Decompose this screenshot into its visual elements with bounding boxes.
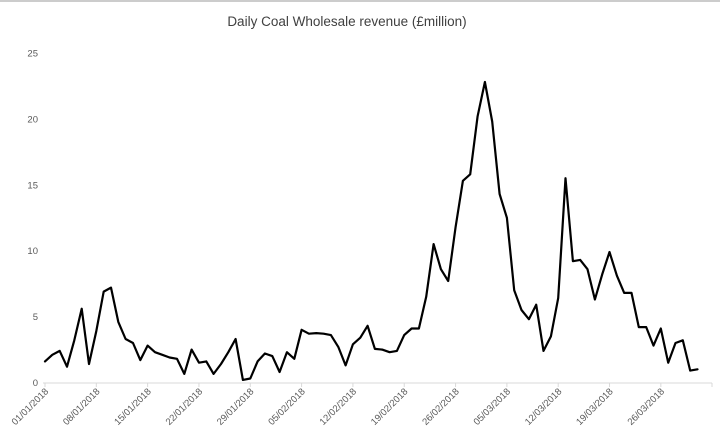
x-axis-label: 12/02/2018 <box>318 386 359 427</box>
y-axis-label: 25 <box>27 49 38 60</box>
y-axis-label: 20 <box>27 114 38 125</box>
x-axis-label: 15/01/2018 <box>112 386 153 427</box>
y-axis-label: 15 <box>27 180 38 191</box>
chart-title: Daily Coal Wholesale revenue (£million) <box>227 14 466 29</box>
series-group <box>43 80 699 381</box>
x-axis-label: 08/01/2018 <box>61 386 102 427</box>
x-axis-label: 26/03/2018 <box>626 386 667 427</box>
y-axis: 0 5 10 15 20 25 <box>27 49 38 390</box>
y-axis-label: 0 <box>33 378 38 389</box>
y-axis-label: 10 <box>27 246 38 257</box>
x-axis-label: 22/01/2018 <box>164 386 205 427</box>
x-axis-label: 19/02/2018 <box>369 386 410 427</box>
y-axis-label: 5 <box>33 312 38 323</box>
x-axis-label: 05/02/2018 <box>266 386 307 427</box>
x-axis: 01/01/2018 08/01/2018 15/01/2018 22/01/2018… <box>10 382 713 428</box>
x-axis-label: 01/01/2018 <box>10 386 51 427</box>
x-axis-label: 12/03/2018 <box>523 386 564 427</box>
x-axis-label: 29/01/2018 <box>215 386 256 427</box>
revenue-series-line <box>43 80 699 381</box>
x-axis-label: 26/02/2018 <box>420 386 461 427</box>
x-axis-label: 19/03/2018 <box>574 386 615 427</box>
x-axis-label: 05/03/2018 <box>472 386 513 427</box>
window-top-border <box>0 0 720 2</box>
